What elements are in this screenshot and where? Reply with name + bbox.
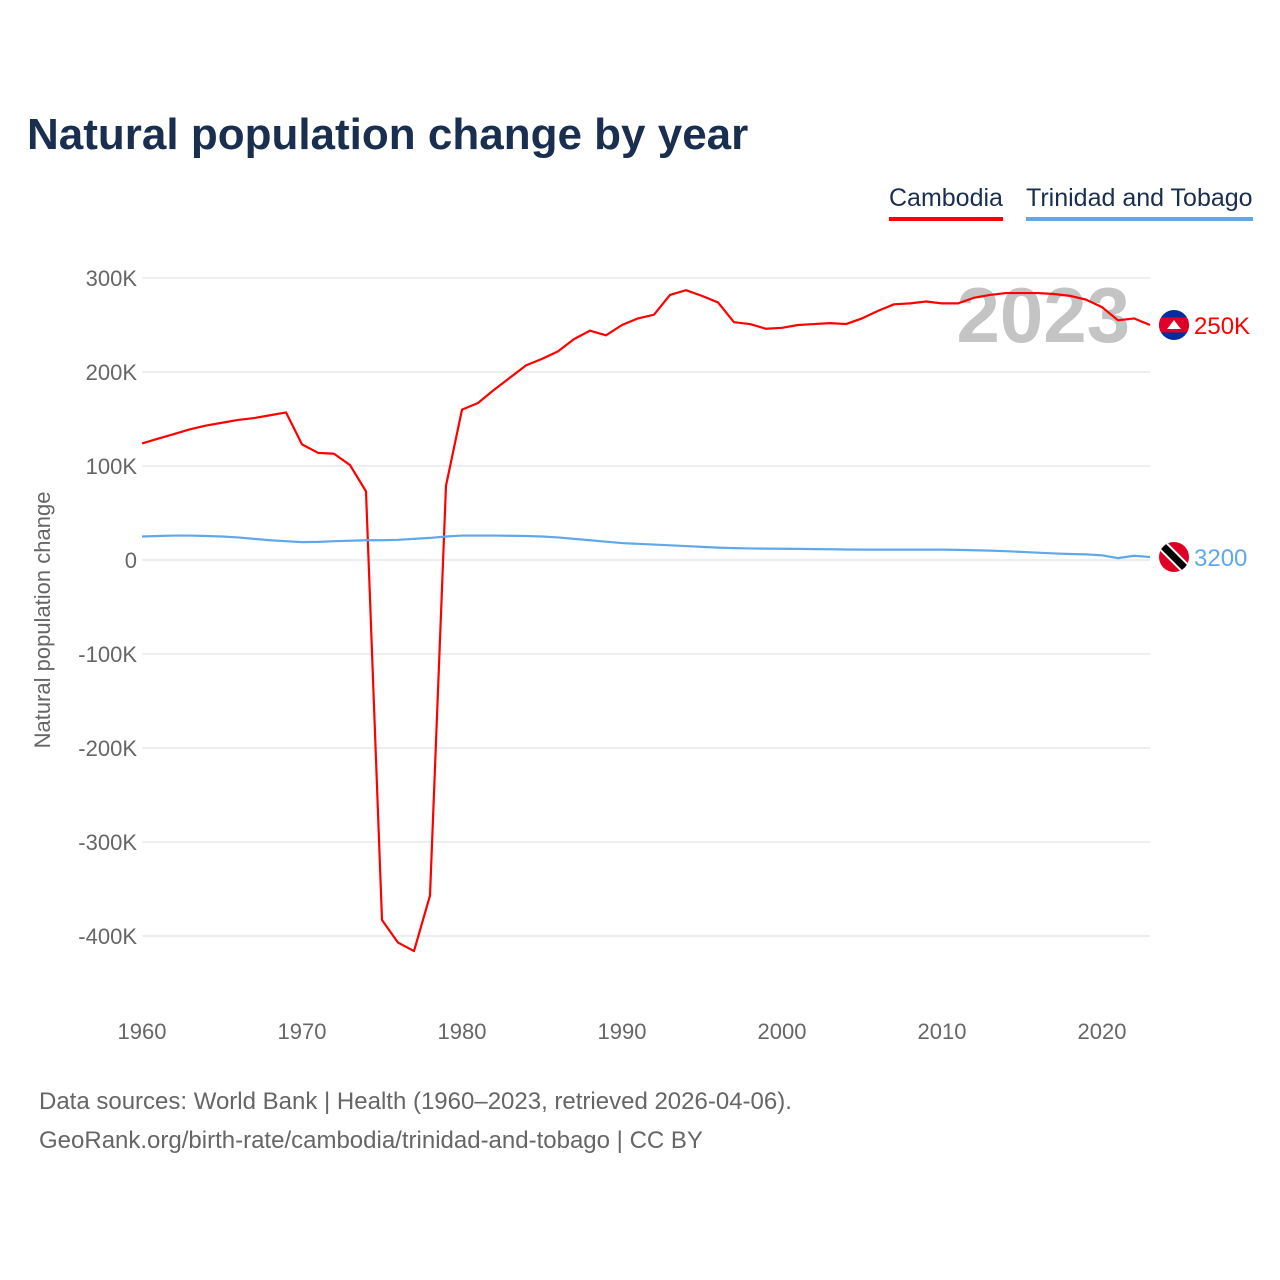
trinidad-and-tobago-flag-icon (1159, 541, 1189, 572)
flag-black-stripe (1159, 541, 1189, 572)
end-value-label: 3200 (1194, 545, 1247, 572)
series-line-cambodia (141, 289, 1151, 953)
y-tick-label: -400K (78, 924, 137, 949)
flag-body (1159, 310, 1189, 340)
x-tick-label: 2000 (758, 1019, 807, 1044)
series-line-trinidad-and-tobago (141, 534, 1151, 560)
y-tick-label: -300K (78, 830, 137, 855)
x-tick-label: 1960 (118, 1019, 167, 1044)
y-axis-label: Natural population change (30, 492, 55, 749)
y-tick-label: 100K (86, 454, 138, 479)
x-tick-label: 2010 (918, 1019, 967, 1044)
flag-body (1159, 541, 1189, 572)
year-watermark: 2023 (956, 271, 1130, 359)
legend-item-cambodia[interactable]: Cambodia (889, 184, 1003, 221)
chart-title: Natural population change by year (27, 110, 749, 159)
flag-temple (1167, 320, 1181, 329)
x-tick-label: 1990 (598, 1019, 647, 1044)
x-tick-label: 1980 (438, 1019, 487, 1044)
legend-item-trinidad-and-tobago[interactable]: Trinidad and Tobago (1026, 184, 1253, 221)
x-tick-label: 1970 (278, 1019, 327, 1044)
cambodia-flag-icon (1159, 310, 1189, 340)
y-tick-label: -100K (78, 642, 137, 667)
y-tick-label: -200K (78, 736, 137, 761)
footer-link[interactable]: GeoRank.org/birth-rate/cambodia/trinidad… (39, 1127, 703, 1154)
footer-sources: Data sources: World Bank | Health (1960–… (39, 1088, 792, 1115)
y-tick-label: 200K (86, 360, 138, 385)
y-tick-label: 300K (86, 266, 138, 291)
x-tick-label: 2020 (1078, 1019, 1127, 1044)
y-tick-label: 0 (125, 548, 137, 573)
end-value-label: 250K (1194, 313, 1250, 340)
